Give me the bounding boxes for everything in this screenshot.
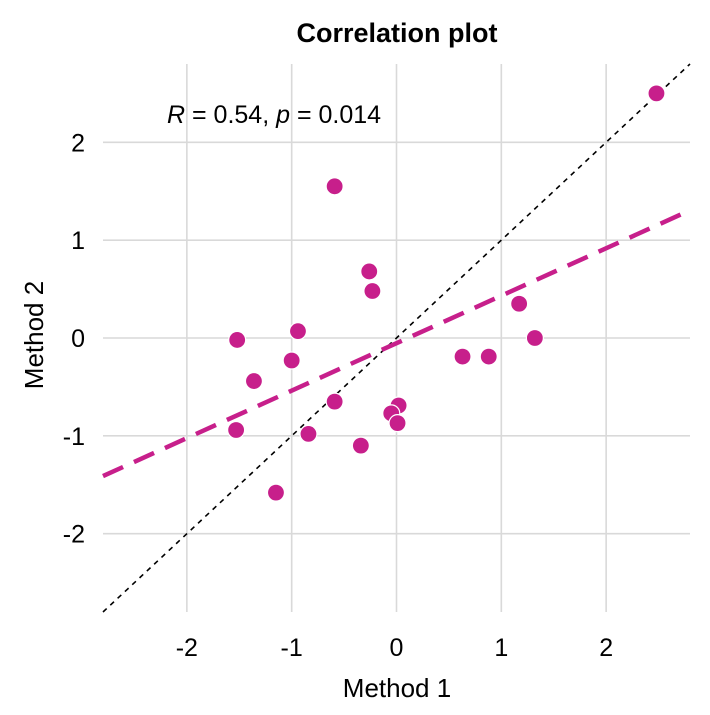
x-tick-label: 2 — [599, 634, 613, 662]
line-layer — [102, 63, 691, 613]
data-point — [299, 424, 318, 443]
stats-annotation: R = 0.54, p = 0.014 — [167, 101, 381, 129]
y-tick-label: 1 — [71, 227, 85, 255]
data-point — [453, 347, 472, 366]
x-tick-label: 1 — [494, 634, 508, 662]
y-tick-label: -1 — [63, 423, 85, 451]
data-point — [325, 177, 344, 196]
data-point — [325, 392, 344, 411]
p-value: = 0.014 — [290, 101, 381, 129]
tick-layer: -2 -1 0 1 2 -2 -1 0 1 2 — [63, 129, 613, 662]
x-axis-title: Method 1 — [343, 673, 451, 703]
y-tick-label: -2 — [63, 521, 85, 549]
grid-layer — [103, 64, 690, 612]
data-point — [360, 262, 379, 281]
data-point — [288, 322, 308, 341]
data-point — [266, 483, 286, 502]
y-tick-label: 0 — [71, 325, 85, 353]
x-tick-label: 0 — [390, 634, 404, 662]
data-point — [282, 351, 301, 370]
data-point — [525, 328, 544, 348]
x-tick-label: -1 — [281, 634, 303, 662]
x-tick-label: -2 — [176, 634, 198, 662]
data-point — [351, 436, 370, 455]
data-point — [363, 281, 382, 301]
y-axis-title: Method 2 — [19, 281, 49, 389]
data-point — [479, 347, 498, 366]
y-tick-label: 2 — [71, 129, 85, 157]
data-point — [647, 84, 666, 103]
data-point — [388, 414, 407, 433]
chart-title: Correlation plot — [297, 18, 498, 48]
r-value: = 0.54, — [185, 101, 276, 129]
regression-line — [102, 208, 691, 479]
identity-line — [102, 63, 691, 613]
p-symbol: p — [275, 101, 290, 129]
r-symbol: R — [167, 101, 185, 129]
data-point — [510, 294, 529, 313]
data-point — [228, 330, 247, 350]
data-point — [227, 420, 246, 440]
data-point — [244, 371, 264, 391]
point-layer — [227, 84, 666, 502]
